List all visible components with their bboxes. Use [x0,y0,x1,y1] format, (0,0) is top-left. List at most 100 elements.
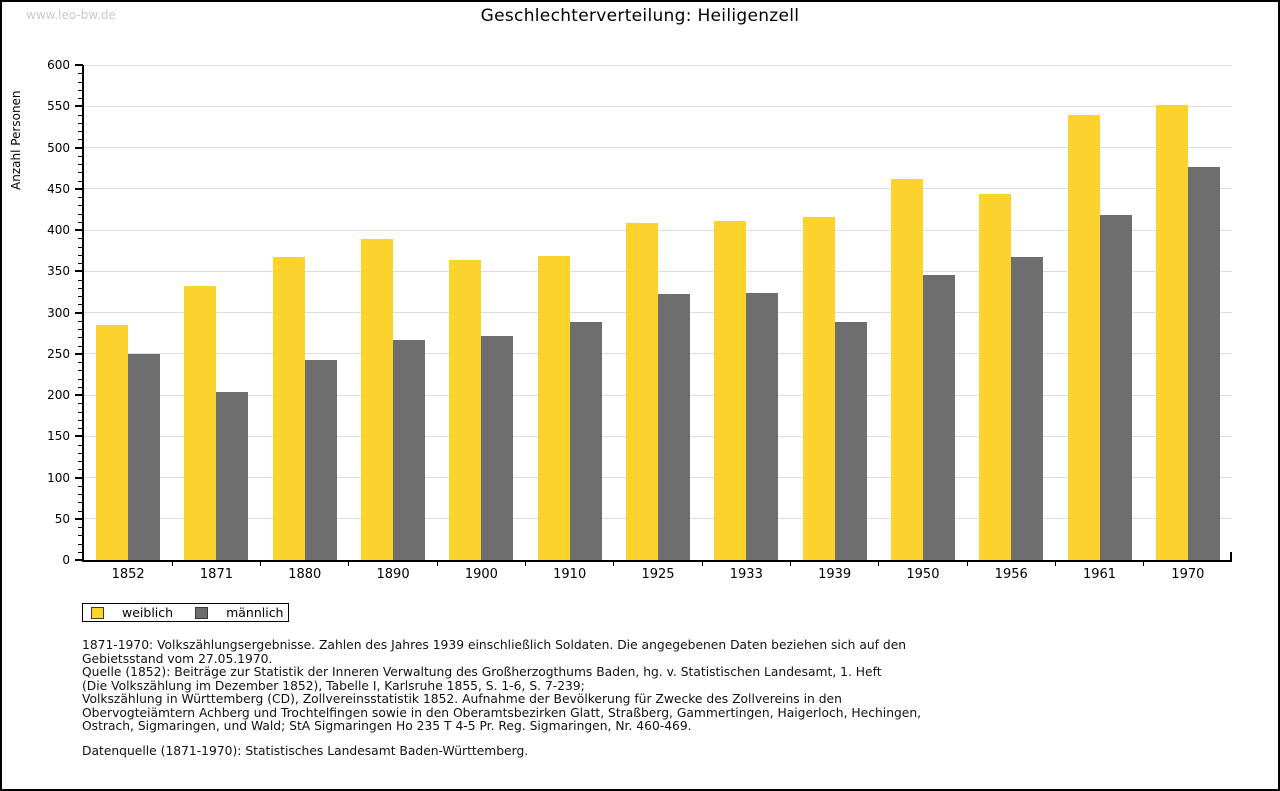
y-tick-150 [75,435,83,438]
y-minor-tick-370 [78,254,83,256]
y-minor-tick-230 [78,370,83,372]
y-minor-tick-510 [78,139,83,141]
bar-weiblich-1950 [890,178,923,560]
y-minor-tick-430 [78,205,83,207]
source-note-line: Gebietsstand vom 27.05.1970. [82,651,273,666]
x-boundary-tick-8 [789,560,791,566]
y-tick-label-400: 400 [47,223,70,237]
y-minor-tick-80 [78,494,83,495]
y-minor-tick-40 [78,527,83,528]
bar-weiblich-1970 [1155,104,1188,560]
source-note-line: (Die Volkszählung im Dezember 1852), Tab… [82,678,585,693]
y-minor-tick-560 [78,98,83,99]
bar-weiblich-1956 [979,193,1012,560]
y-minor-tick-480 [78,164,83,165]
bar-weiblich-1890 [361,239,394,560]
legend-label-weiblich: weiblich [122,605,174,620]
x-label-1961: 1961 [1082,567,1117,582]
y-axis-title: Anzahl Personen [9,90,23,190]
x-boundary-tick-10 [966,560,968,566]
source-note-line: 1871-1970: Volkszählungsergebnisse. Zahl… [82,638,907,652]
y-minor-tick-540 [78,114,83,116]
y-tick-450 [75,187,83,190]
bar-weiblich-1880 [272,257,305,560]
y-minor-tick-70 [78,502,83,504]
x-boundary-tick-12 [1143,560,1145,566]
x-boundary-tick-6 [613,560,615,566]
y-tick-250 [75,352,83,355]
y-minor-tick-580 [78,81,83,83]
bar-männlich-1939 [834,322,867,560]
x-label-1880: 1880 [288,567,322,582]
y-tick-label-600: 600 [47,58,70,72]
bar-männlich-1925 [658,293,690,560]
y-tick-label-0: 0 [62,553,70,567]
source-note-line: Ostrach, Sigmaringen, und Wald; StA Sigm… [82,719,692,733]
plot-area: 0 50 100 150 200 250 300 350 400 450 500 550 600 1852… [47,58,1232,582]
y-minor-tick-490 [78,155,83,157]
y-minor-tick-110 [78,469,83,471]
bar-männlich-1900 [481,335,514,560]
y-minor-tick-470 [78,172,83,174]
datasource-note: Datenquelle (1871-1970): Statistisches L… [82,744,529,758]
x-axis-end-cap [1230,552,1232,560]
y-minor-tick-340 [78,279,83,281]
y-minor-tick-160 [78,428,83,429]
y-minor-tick-190 [78,403,83,405]
y-minor-tick-590 [78,73,83,75]
x-label-1852: 1852 [111,567,145,582]
bar-männlich-1950 [922,275,955,560]
y-tick-label-250: 250 [47,346,70,361]
gridline-500 [84,147,1232,148]
bar-männlich-1970 [1187,167,1220,560]
y-tick-label-350: 350 [47,264,70,279]
x-boundary-tick-9 [878,560,880,566]
legend-swatch-maennlich [195,606,209,619]
gridline-450 [84,188,1232,190]
bar-weiblich-1910 [537,255,570,560]
x-boundary-tick-2 [260,560,262,566]
y-tick-label-200: 200 [47,388,70,402]
bar-männlich-1871 [216,391,249,560]
y-minor-tick-210 [78,386,83,388]
gridline-400 [84,229,1232,231]
bar-weiblich-1961 [1067,115,1100,560]
chart-title: Geschlechterverteilung: Heiligenzell [480,6,800,26]
y-tick-500 [75,146,83,149]
x-label-1910: 1910 [553,567,587,582]
y-minor-tick-380 [78,246,83,248]
bar-weiblich-1933 [714,220,747,560]
y-minor-tick-440 [78,197,83,198]
x-label-1956: 1956 [994,567,1028,582]
bar-männlich-1956 [1011,257,1044,560]
x-label-1925: 1925 [641,567,675,582]
y-minor-tick-130 [78,452,83,454]
y-minor-tick-20 [78,543,83,545]
x-boundary-tick-5 [525,560,527,566]
y-minor-tick-290 [78,320,83,322]
bar-männlich-1961 [1099,215,1132,560]
bar-männlich-1890 [393,339,426,560]
source-notes: 1871-1970: Volkszählungsergebnisse. Zahl… [82,638,922,734]
bar-weiblich-1939 [802,216,835,560]
y-minor-tick-220 [78,378,83,380]
y-tick-50 [75,517,83,520]
y-minor-tick-320 [78,296,83,297]
x-label-1933: 1933 [729,567,763,582]
y-tick-400 [75,229,83,231]
legend-swatch-weiblich [91,606,104,619]
x-boundary-tick-3 [348,560,350,566]
y-minor-tick-260 [78,345,83,347]
y-tick-label-550: 550 [47,99,70,114]
y-minor-tick-140 [78,444,83,446]
source-note-line: Obervogteiämtern Achberg und Trochtelfin… [82,705,922,720]
bar-weiblich-1871 [184,286,217,560]
x-label-1900: 1900 [464,567,498,582]
watermark: www.leo-bw.de [26,8,116,22]
x-label-1950: 1950 [906,567,940,582]
x-label-1890: 1890 [376,567,410,582]
y-minor-tick-420 [78,213,83,215]
y-minor-tick-30 [78,535,83,537]
bar-weiblich-1900 [449,259,482,560]
